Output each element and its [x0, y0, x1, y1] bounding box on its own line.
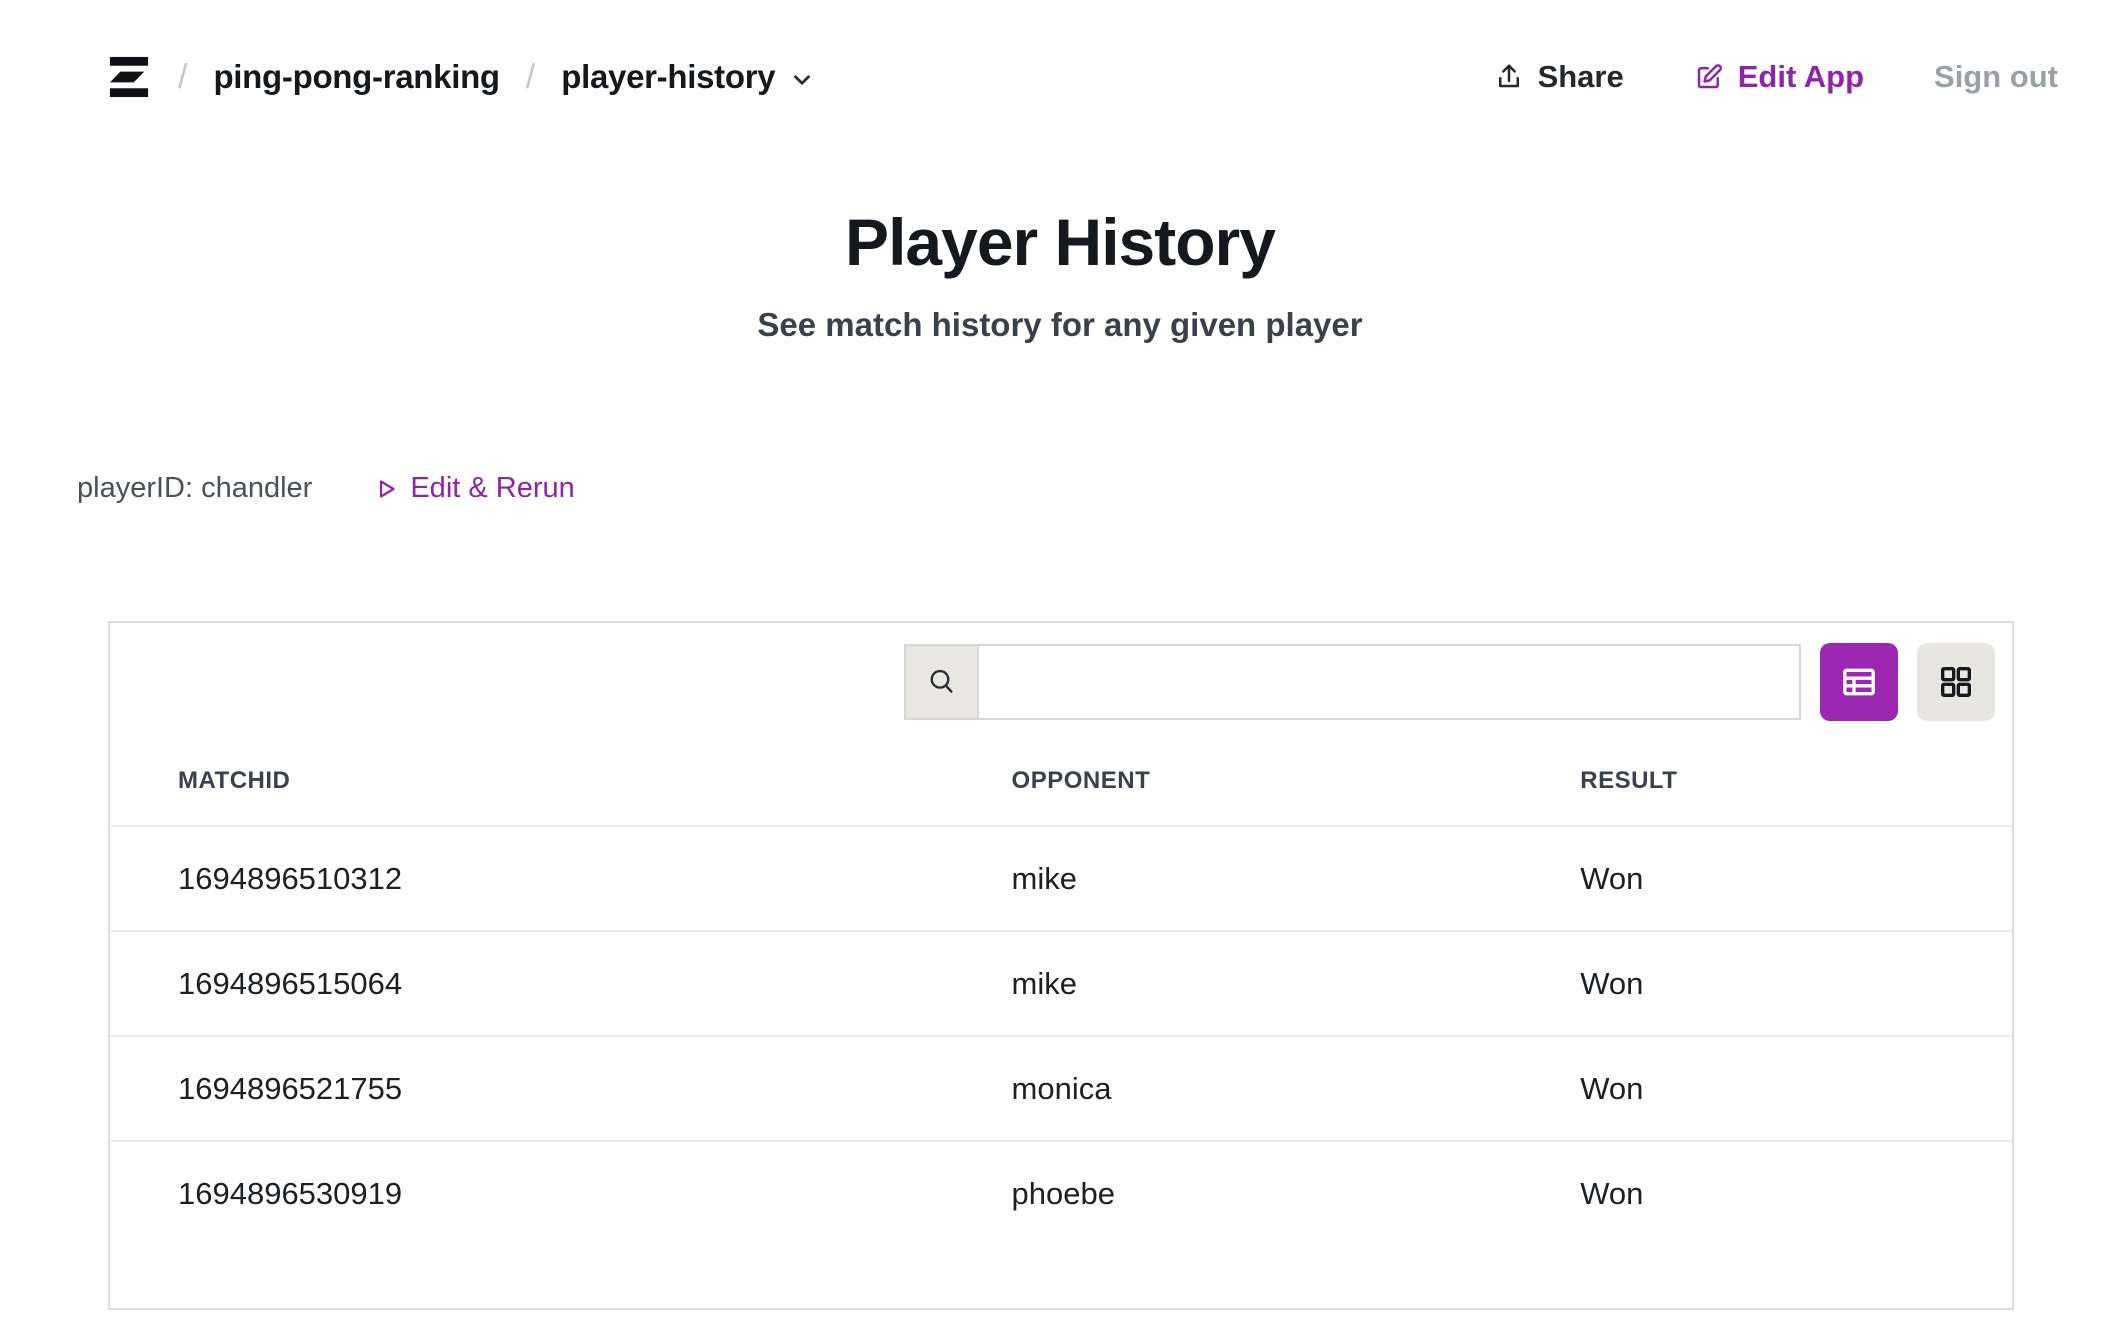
table-cell: Won: [1580, 1036, 2012, 1142]
grid-view-icon: [1941, 667, 1971, 697]
table-cell: Won: [1580, 1176, 1644, 1211]
edit-pencil-icon: [1697, 64, 1722, 89]
z-logo-icon[interactable]: [106, 56, 152, 98]
edit-app-label: Edit App: [1737, 59, 1865, 94]
play-icon: [380, 479, 395, 498]
table-view-icon: [1843, 668, 1875, 696]
table-cell: 1694896515064: [110, 931, 1012, 1037]
upload-icon: [1498, 64, 1519, 88]
share-label: Share: [1537, 59, 1624, 94]
edit-rerun-label: Edit & Rerun: [410, 472, 575, 504]
search-icon: [930, 669, 953, 693]
table-row[interactable]: 1694896521755 monica Won: [110, 1036, 2012, 1142]
page-subtitle: See match history for any given player: [757, 306, 1363, 343]
share-button[interactable]: Share: [1494, 59, 1624, 95]
breadcrumb-page-name: player-history: [561, 58, 776, 95]
table-cell: mike: [1011, 931, 1581, 1037]
table-cell: 1694896510312: [110, 826, 1012, 932]
edit-app-button[interactable]: Edit App: [1694, 59, 1864, 95]
chevron-down-icon: [794, 75, 811, 85]
search-group: [904, 644, 1801, 720]
table-cell: 1694896521755: [110, 1036, 1012, 1142]
sign-out-label: Sign out: [1934, 59, 2058, 94]
search-icon-segment: [906, 646, 979, 718]
table-row[interactable]: 1694896530919 phoebe Won: [110, 1141, 2012, 1246]
table-row[interactable]: 1694896515064 mike Won: [110, 931, 2012, 1037]
breadcrumb-separator: /: [178, 57, 188, 96]
table-cell: phoebe: [1011, 1176, 1115, 1211]
grid-view-button[interactable]: [1917, 643, 1995, 721]
table-cell: 1694896530919: [178, 1176, 403, 1211]
app-header: / ping-pong-ranking / player-history Sha…: [0, 0, 2120, 112]
card-toolbar: [110, 623, 2012, 721]
breadcrumb-separator: /: [525, 57, 536, 96]
table-cell: Won: [1580, 826, 2012, 932]
column-header-matchid[interactable]: MATCHID: [110, 743, 1012, 827]
table-body: 1694896510312 mike Won 1694896515064 mike Won…: [110, 826, 2012, 1246]
column-header-opponent[interactable]: OPPONENT: [1011, 743, 1581, 827]
table-cell: mike: [1011, 826, 1581, 932]
edit-rerun-button[interactable]: Edit & Rerun: [374, 472, 575, 505]
hero: Player History See match history for any…: [0, 204, 2120, 344]
search-input[interactable]: [979, 646, 1799, 718]
player-id-param: playerID: chandler: [77, 472, 313, 504]
results-card: MATCHID OPPONENT RESULT 1694896510312 mik…: [108, 621, 2014, 1310]
column-header-result[interactable]: RESULT: [1580, 743, 2012, 827]
breadcrumb-app-name[interactable]: ping-pong-ranking: [213, 58, 500, 95]
table-view-button[interactable]: [1820, 643, 1898, 721]
card-bottom-padding: [110, 1246, 2012, 1308]
table-cell: Won: [1580, 931, 2012, 1037]
match-history-table: MATCHID OPPONENT RESULT 1694896510312 mik…: [110, 743, 2012, 1246]
params-row: playerID: chandler Edit & Rerun: [77, 472, 2120, 505]
table-cell: monica: [1011, 1036, 1581, 1142]
page-title: Player History: [845, 205, 1276, 279]
table-row[interactable]: 1694896510312 mike Won: [110, 826, 2012, 932]
breadcrumb: / ping-pong-ranking / player-history: [106, 56, 815, 98]
table-header-row: MATCHID OPPONENT RESULT: [110, 743, 2012, 827]
sign-out-button[interactable]: Sign out: [1934, 59, 2058, 95]
header-actions: Share Edit App Sign out: [1494, 59, 2058, 95]
breadcrumb-page-dropdown[interactable]: player-history: [561, 58, 815, 96]
